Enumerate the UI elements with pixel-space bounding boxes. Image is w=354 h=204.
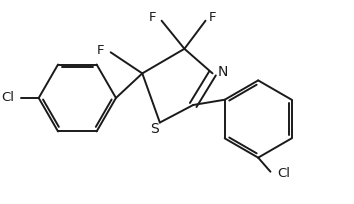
Text: Cl: Cl xyxy=(277,167,290,180)
Text: F: F xyxy=(96,44,104,57)
Text: F: F xyxy=(209,11,216,24)
Text: F: F xyxy=(149,11,156,24)
Text: S: S xyxy=(150,122,159,136)
Text: N: N xyxy=(217,65,228,79)
Text: Cl: Cl xyxy=(1,91,14,104)
